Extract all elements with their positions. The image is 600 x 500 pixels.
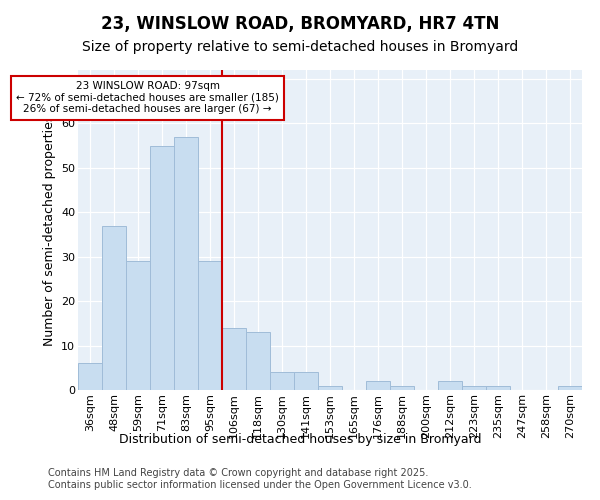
Y-axis label: Number of semi-detached properties: Number of semi-detached properties	[43, 114, 56, 346]
Bar	[270, 372, 294, 390]
Bar	[318, 386, 342, 390]
Bar	[486, 386, 510, 390]
Text: Size of property relative to semi-detached houses in Bromyard: Size of property relative to semi-detach…	[82, 40, 518, 54]
Bar	[246, 332, 270, 390]
Bar	[462, 386, 486, 390]
Bar	[198, 261, 222, 390]
Bar	[150, 146, 174, 390]
Bar	[558, 386, 582, 390]
Text: 23, WINSLOW ROAD, BROMYARD, HR7 4TN: 23, WINSLOW ROAD, BROMYARD, HR7 4TN	[101, 15, 499, 33]
Bar	[126, 261, 150, 390]
Text: Distribution of semi-detached houses by size in Bromyard: Distribution of semi-detached houses by …	[119, 432, 481, 446]
Bar	[78, 364, 102, 390]
Bar	[174, 136, 198, 390]
Bar	[102, 226, 126, 390]
Text: 23 WINSLOW ROAD: 97sqm
← 72% of semi-detached houses are smaller (185)
26% of se: 23 WINSLOW ROAD: 97sqm ← 72% of semi-det…	[16, 81, 279, 114]
Bar	[438, 381, 462, 390]
Text: Contains HM Land Registry data © Crown copyright and database right 2025.
Contai: Contains HM Land Registry data © Crown c…	[48, 468, 472, 490]
Bar	[390, 386, 414, 390]
Bar	[222, 328, 246, 390]
Bar	[366, 381, 390, 390]
Bar	[294, 372, 318, 390]
